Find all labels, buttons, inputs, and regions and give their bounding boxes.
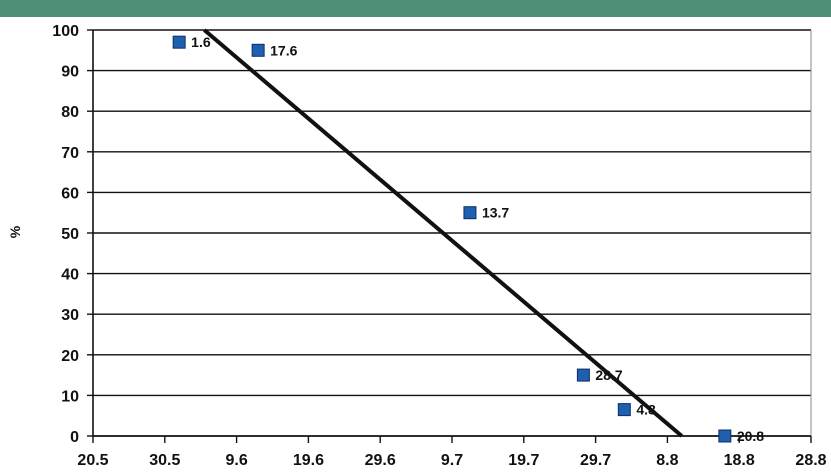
data-label-3: 28.7 xyxy=(595,367,622,383)
x-tick-label-10: 28.8 xyxy=(795,452,826,469)
data-label-1: 17.6 xyxy=(270,42,297,58)
trendline xyxy=(202,28,684,438)
axes xyxy=(92,30,812,443)
x-tick-label-7: 29.7 xyxy=(580,452,611,469)
data-point-1 xyxy=(251,43,265,57)
y-tick-label-100: 100 xyxy=(52,23,79,40)
x-tick-label-0: 20.5 xyxy=(77,452,108,469)
y-tick-label-0: 0 xyxy=(70,429,79,446)
data-point-4 xyxy=(617,403,631,417)
data-point-2 xyxy=(463,206,477,220)
x-tick-label-3: 19.6 xyxy=(293,452,324,469)
y-tick-label-50: 50 xyxy=(61,226,79,243)
data-point-0 xyxy=(172,35,186,49)
data-label-5: 20.8 xyxy=(737,428,764,444)
x-tick-label-4: 29.6 xyxy=(365,452,396,469)
y-tick-label-30: 30 xyxy=(61,307,79,324)
y-tick-label-10: 10 xyxy=(61,388,79,405)
y-tick-labels: 0 10 20 30 40 50 60 70 80 90 100 xyxy=(52,23,79,446)
data-labels: 1.6 17.6 13.7 28.7 4.8 20.8 xyxy=(191,34,764,444)
y-tick-label-60: 60 xyxy=(61,185,79,202)
data-label-2: 13.7 xyxy=(482,205,509,221)
y-tick-label-40: 40 xyxy=(61,267,79,284)
y-axis-label: % xyxy=(7,225,23,238)
y-tick-label-20: 20 xyxy=(61,348,79,365)
y-tick-label-80: 80 xyxy=(61,104,79,121)
data-point-5 xyxy=(718,429,732,443)
x-tick-label-8: 8.8 xyxy=(656,452,678,469)
x-tick-label-6: 19.7 xyxy=(508,452,539,469)
data-point-3 xyxy=(576,368,590,382)
data-points xyxy=(172,35,732,443)
data-label-0: 1.6 xyxy=(191,34,211,50)
data-label-4: 4.8 xyxy=(636,402,656,418)
x-tick-labels: 20.5 30.5 9.6 19.6 29.6 9.7 19.7 29.7 8.8 18.8 28.… xyxy=(77,452,826,469)
trendline-layer xyxy=(202,28,684,438)
y-tick-label-70: 70 xyxy=(61,145,79,162)
y-tick-label-90: 90 xyxy=(61,64,79,81)
grid-lines xyxy=(87,29,811,437)
x-tick-label-1: 30.5 xyxy=(149,452,180,469)
x-tick-label-5: 9.7 xyxy=(441,452,463,469)
x-tick-label-9: 18.8 xyxy=(724,452,755,469)
header-band xyxy=(0,0,831,17)
x-tick-label-2: 9.6 xyxy=(225,452,247,469)
